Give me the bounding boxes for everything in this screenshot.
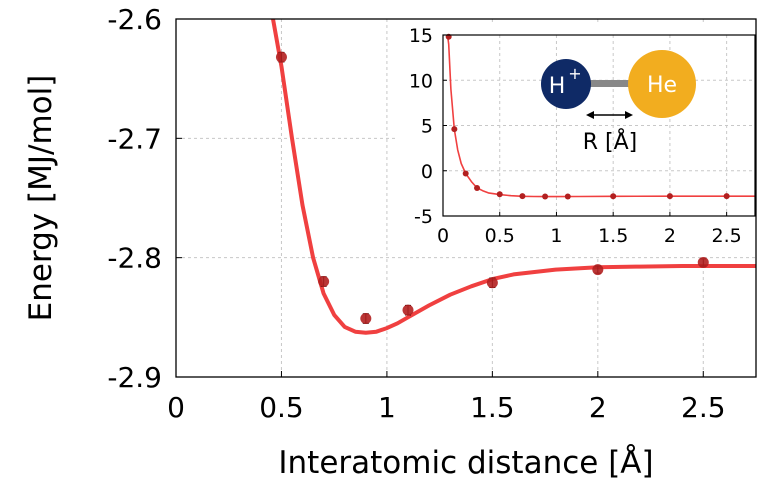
hydrogen-charge: + bbox=[568, 64, 581, 83]
inset-data-point bbox=[542, 193, 549, 200]
inset-data-point bbox=[462, 170, 469, 177]
hydrogen-ion-atom bbox=[541, 59, 591, 109]
inset-x-tick-label: 2.5 bbox=[712, 225, 742, 247]
inset-y-ticks: -5 0 5 10 15 bbox=[409, 25, 447, 228]
inset-data-point bbox=[564, 193, 571, 200]
main-data-point bbox=[318, 276, 330, 288]
inset-y-tick-label: 5 bbox=[421, 116, 433, 138]
main-chart: 0 0.5 1 1.5 2 2.5 -2.9 -2.8 -2.7 -2.6 Interatomi… bbox=[23, 3, 757, 481]
main-data-point bbox=[697, 256, 709, 268]
main-data-point bbox=[486, 277, 498, 289]
inset-data-points bbox=[445, 33, 730, 200]
inset-data-point bbox=[519, 193, 526, 200]
inset-data-point bbox=[610, 193, 617, 200]
main-y-tick-label: -2.7 bbox=[107, 122, 162, 155]
inset-grid bbox=[443, 35, 755, 216]
inset-x-tick-label: 1 bbox=[550, 225, 562, 247]
inset-x-tick-label: 2 bbox=[664, 225, 676, 247]
inset-x-tick-label: 0 bbox=[437, 225, 449, 247]
inset-x-tick-label: 1.5 bbox=[598, 225, 628, 247]
bond-line bbox=[575, 80, 635, 87]
main-x-tick-label: 0.5 bbox=[259, 391, 304, 424]
distance-arrow-left-head bbox=[586, 111, 594, 119]
main-data-point bbox=[592, 264, 604, 276]
main-y-tick-label: -2.9 bbox=[107, 361, 162, 394]
main-y-axis-label: Energy [MJ/mol] bbox=[23, 75, 59, 322]
inset-fit-line bbox=[446, 34, 755, 198]
inset-x-ticks: 0 0.5 1 1.5 2 2.5 bbox=[437, 212, 742, 247]
inset-y-tick-label: 0 bbox=[421, 161, 433, 183]
main-x-ticks: 0 0.5 1 1.5 2 2.5 bbox=[167, 371, 726, 424]
molecule-diagram: H + He R [Å] bbox=[541, 50, 696, 155]
main-data-point bbox=[275, 51, 287, 63]
main-y-ticks: -2.9 -2.8 -2.7 -2.6 bbox=[107, 3, 182, 394]
main-y-tick-label: -2.6 bbox=[107, 3, 162, 36]
main-x-tick-label: 2.5 bbox=[681, 391, 726, 424]
distance-arrow-right-head bbox=[625, 111, 633, 119]
main-x-tick-label: 1 bbox=[378, 391, 396, 424]
inset-fit-curve bbox=[446, 34, 755, 198]
inset-data-point bbox=[474, 184, 481, 191]
main-plot-frame bbox=[175, 18, 757, 378]
inset-y-tick-label: 10 bbox=[409, 70, 433, 92]
main-x-axis-label: Interatomic distance [Å] bbox=[278, 445, 653, 481]
helium-atom bbox=[628, 50, 696, 118]
main-x-tick-label: 1.5 bbox=[470, 391, 515, 424]
inset-x-tick-label: 0.5 bbox=[485, 225, 515, 247]
main-x-tick-label: 0 bbox=[167, 391, 185, 424]
inset-data-point bbox=[723, 193, 730, 200]
inset-y-tick-label: 15 bbox=[409, 25, 433, 47]
helium-label: He bbox=[647, 73, 677, 98]
main-data-points bbox=[275, 51, 709, 325]
hydrogen-label: H bbox=[549, 74, 566, 99]
distance-label: R [Å] bbox=[583, 128, 638, 155]
main-x-tick-label: 2 bbox=[589, 391, 607, 424]
inset-data-point bbox=[666, 193, 673, 200]
inset-y-tick-label: -5 bbox=[414, 206, 433, 228]
main-y-tick-label: -2.8 bbox=[107, 242, 162, 275]
main-data-point bbox=[402, 304, 414, 316]
inset-data-point bbox=[451, 126, 458, 133]
main-data-point bbox=[360, 313, 372, 325]
inset-data-point bbox=[496, 191, 503, 198]
